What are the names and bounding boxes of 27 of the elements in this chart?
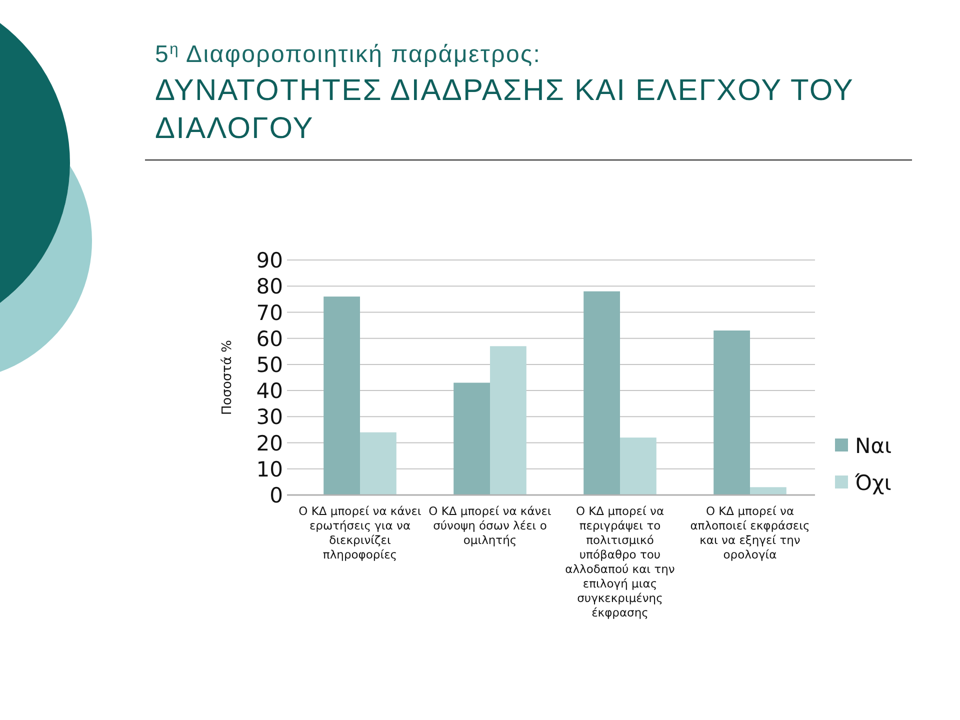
bar xyxy=(490,346,526,495)
x-tick-label: Ο ΚΔ μπορεί να κάνει ερωτήσεις για να διεκρινίζει πληροφορίες xyxy=(298,504,422,562)
chart-subtitle: 5$^{η}$ Διαφοροποιητική παράμετρος: xyxy=(155,40,542,68)
legend-label: Ναι xyxy=(855,434,892,458)
y-tick-label: 20 xyxy=(256,431,283,456)
bar xyxy=(454,382,490,495)
y-tick-label: 60 xyxy=(256,326,283,351)
y-axis-title: Ποσοστά % xyxy=(220,340,235,416)
y-tick-label: 90 xyxy=(256,248,283,273)
chart-title: ΔΥΝΑΤΟΤΗΤΕΣ ΔΙΑΔΡΑΣΗΣ ΚΑΙ ΕΛΕΓΧΟΥ ΤΟΥ ΔΙΑΛΟΓΟΥ xyxy=(155,74,854,145)
x-tick-label: Ο ΚΔ μπορεί να κάνει σύνοψη όσων λέει ο ομιλητής xyxy=(428,504,552,547)
x-tick-label: Ο ΚΔ μπορεί να περιγράψει το πολιτισμικό υπόβαθρο του αλλοδαπού και την επιλογή μιας συγκεκριμένης έκφρασης xyxy=(565,504,675,620)
y-tick-label: 80 xyxy=(256,274,283,299)
y-tick-label: 30 xyxy=(256,405,283,430)
y-tick-label: 10 xyxy=(256,457,283,482)
y-tick-label: 50 xyxy=(256,353,283,378)
bar xyxy=(360,432,396,495)
bar xyxy=(324,296,360,495)
x-tick-label: Ο ΚΔ μπορεί να απλοποιεί εκφράσεις και να εξηγεί την ορολογία xyxy=(690,504,810,562)
bar xyxy=(584,291,620,495)
y-tick-label: 40 xyxy=(256,379,283,404)
y-tick-label: 0 xyxy=(270,484,283,508)
bar xyxy=(714,330,750,495)
bar xyxy=(620,438,656,495)
y-tick-label: 70 xyxy=(256,300,283,325)
bar xyxy=(750,487,786,495)
legend-label: Όχι xyxy=(854,471,892,496)
